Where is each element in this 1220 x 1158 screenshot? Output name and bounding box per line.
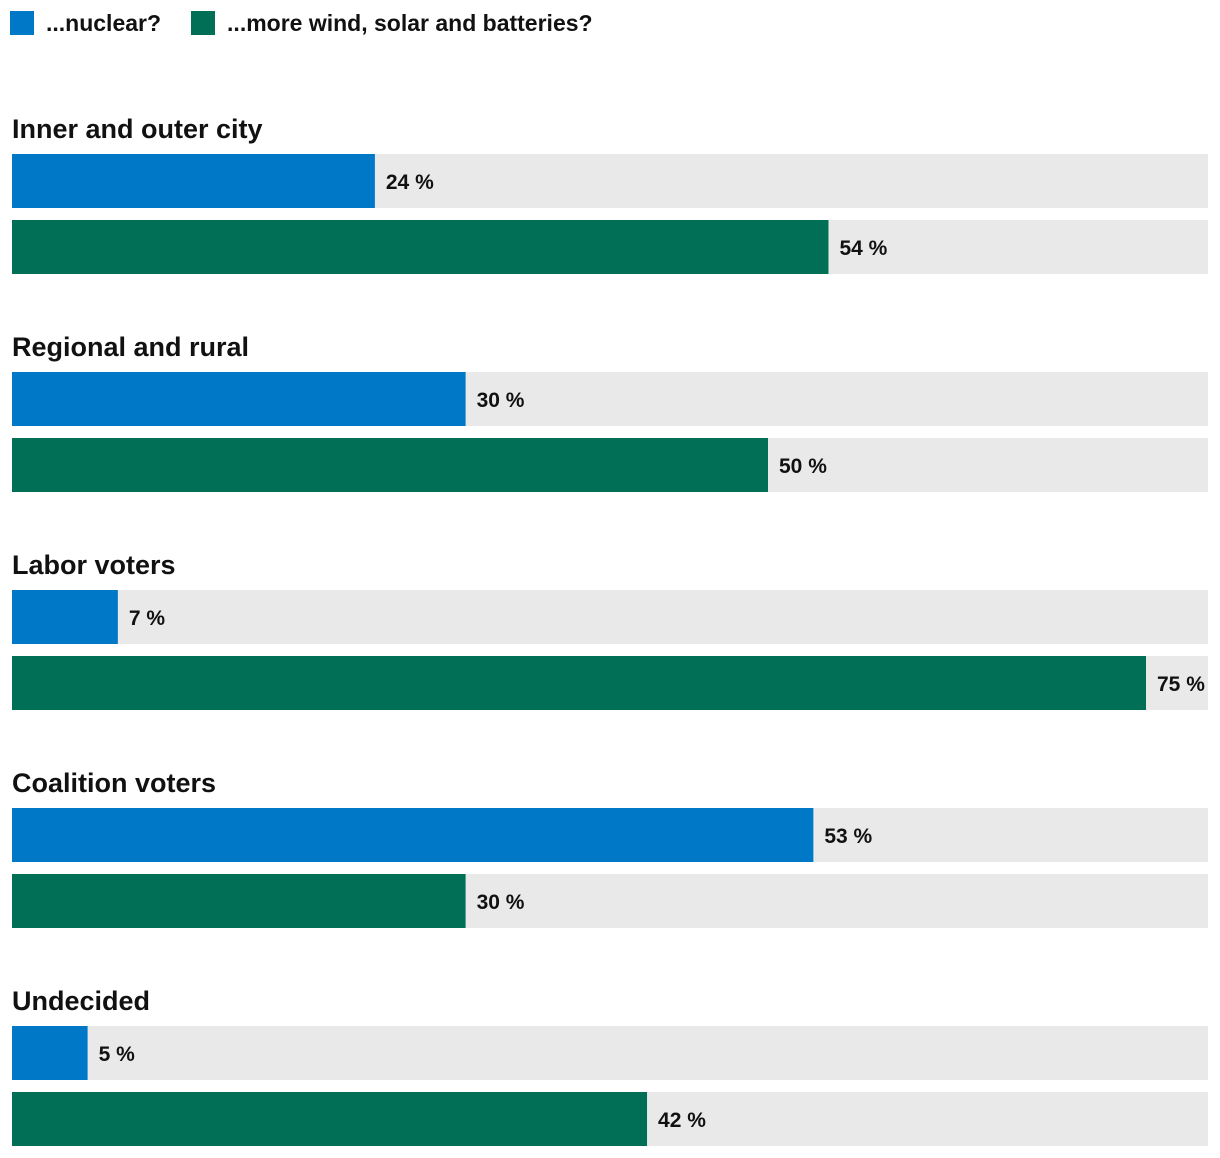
bar-undecided-renewables[interactable] [12, 1092, 648, 1146]
bar-label-regional-and-rural-renewables: 50 % [779, 455, 827, 478]
legend-item-nuclear[interactable]: ...nuclear? [10, 10, 161, 37]
bar-label-inner-and-outer-city-nuclear: 24 % [386, 171, 434, 194]
bar-labor-voters-renewables[interactable] [12, 656, 1146, 710]
group-title-undecided: Undecided [12, 986, 150, 1016]
legend-item-renewables[interactable]: ...more wind, solar and batteries? [191, 10, 593, 37]
group-title-labor-voters: Labor voters [12, 550, 176, 580]
bar-inner-and-outer-city-renewables[interactable] [12, 220, 829, 274]
bar-undecided-nuclear[interactable] [12, 1026, 88, 1080]
legend-label-renewables: ...more wind, solar and batteries? [227, 9, 593, 36]
bar-track-undecided-nuclear [12, 1026, 1208, 1080]
bar-coalition-voters-nuclear[interactable] [12, 808, 814, 862]
legend: ...nuclear? ...more wind, solar and batt… [10, 9, 623, 37]
bar-inner-and-outer-city-nuclear[interactable] [12, 154, 375, 208]
bar-coalition-voters-renewables[interactable] [12, 874, 466, 928]
legend-swatch-nuclear [10, 11, 34, 35]
group-title-inner-and-outer-city: Inner and outer city [12, 114, 263, 144]
bar-track-labor-voters-nuclear [12, 590, 1208, 644]
bar-label-coalition-voters-renewables: 30 % [477, 891, 525, 914]
group-title-coalition-voters: Coalition voters [12, 768, 216, 798]
bar-label-labor-voters-nuclear: 7 % [129, 607, 166, 630]
bar-label-undecided-nuclear: 5 % [99, 1043, 136, 1066]
bar-label-labor-voters-renewables: 75 % [1157, 673, 1205, 696]
bar-label-inner-and-outer-city-renewables: 54 % [839, 237, 887, 260]
legend-label-nuclear: ...nuclear? [46, 9, 162, 36]
bar-label-regional-and-rural-nuclear: 30 % [477, 389, 525, 412]
group-title-regional-and-rural: Regional and rural [12, 332, 249, 362]
bar-labor-voters-nuclear[interactable] [12, 590, 118, 644]
bar-label-undecided-renewables: 42 % [658, 1109, 706, 1132]
bar-regional-and-rural-renewables[interactable] [12, 438, 768, 492]
bar-label-coalition-voters-nuclear: 53 % [824, 825, 872, 848]
bar-regional-and-rural-nuclear[interactable] [12, 372, 466, 426]
legend-swatch-renewables [191, 11, 216, 35]
